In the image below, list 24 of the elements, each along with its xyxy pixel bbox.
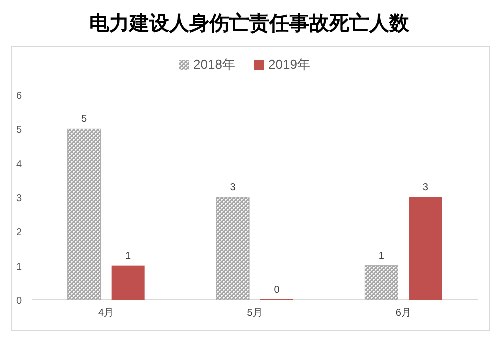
bar	[216, 197, 250, 300]
data-label: 1	[378, 250, 385, 262]
y-tick-label: 1	[16, 262, 22, 273]
data-label: 0	[274, 285, 280, 296]
x-tick-label: 6月	[396, 308, 412, 319]
y-tick-label: 5	[16, 125, 22, 136]
y-tick-label: 3	[16, 194, 22, 204]
y-tick-label: 6	[16, 91, 22, 102]
chart-title: 电力建设人身伤亡责任事故死亡人数	[90, 12, 410, 35]
data-label: 5	[82, 114, 88, 126]
x-tick-label: 4月	[98, 308, 114, 319]
data-label: 1	[126, 250, 132, 262]
y-tick-label: 2	[16, 228, 22, 239]
data-label: 3	[230, 182, 236, 194]
y-tick-label: 0	[16, 296, 22, 307]
legend-label: 2018年	[194, 57, 236, 72]
x-tick-label: 5月	[247, 308, 263, 319]
y-tick-label: 4	[16, 159, 22, 170]
bar	[364, 266, 398, 300]
legend-label: 2019年	[268, 57, 310, 72]
data-label: 3	[422, 182, 429, 194]
bar	[409, 198, 442, 300]
bar	[68, 128, 102, 300]
bar	[112, 266, 145, 300]
